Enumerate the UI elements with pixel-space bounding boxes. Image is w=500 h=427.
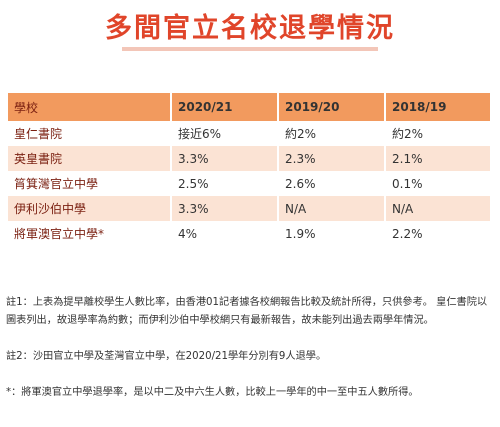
footnote-1: 註1：上表為提早離校學生人數比率，由香港01記者據各校網報告比較及統計所得，只供… [6,297,488,326]
table-row: 英皇書院 3.3% 2.3% 2.1% [8,146,492,171]
school-name: 英皇書院 [8,146,172,171]
table-row: 筲箕灣官立中學 2.5% 2.6% 0.1% [8,171,492,196]
rate-2018-19: N/A [385,196,492,221]
rate-2019-20: 2.6% [278,171,386,196]
rate-2018-19: 約2% [385,121,492,146]
table-row: 皇仁書院 接近6% 約2% 約2% [8,121,492,146]
header-2020-21: 2020/21 [171,93,279,121]
table-row: 伊利沙伯中學 3.3% N/A N/A [8,196,492,221]
footnote-2: 註2：沙田官立中學及荃灣官立中學，在2020/21學年分別有9人退學。 [6,351,327,362]
rate-2018-19: 2.2% [385,221,492,246]
header-school: 學校 [8,93,172,121]
rate-2019-20: 2.3% [278,146,386,171]
school-name: 將軍澳官立中學* [8,221,172,246]
footnote-asterisk: *：將軍澳官立中學退學率，是以中二及中六生人數，比較上一學年的中一至中五人數所得… [6,387,419,398]
rate-2020-21: 3.3% [171,146,279,171]
rate-2018-19: 2.1% [385,146,492,171]
school-name: 皇仁書院 [8,121,172,146]
table-header-row: 學校 2020/21 2019/20 2018/19 [8,93,492,121]
rate-2019-20: 1.9% [278,221,386,246]
rate-2020-21: 3.3% [171,196,279,221]
page-title: 多間官立名校退學情況 [105,13,395,44]
footnotes: 註1：上表為提早離校學生人數比率，由香港01記者據各校網報告比較及統計所得，只供… [6,294,492,402]
rate-2020-21: 接近6% [171,121,279,146]
rate-2020-21: 4% [171,221,279,246]
rate-2018-19: 0.1% [385,171,492,196]
title-underline [122,47,378,51]
rate-2020-21: 2.5% [171,171,279,196]
dropout-rate-table: 學校 2020/21 2019/20 2018/19 皇仁書院 接近6% 約2%… [8,93,492,246]
table-row: 將軍澳官立中學* 4% 1.9% 2.2% [8,221,492,246]
school-name: 伊利沙伯中學 [8,196,172,221]
rate-2019-20: N/A [278,196,386,221]
header-2018-19: 2018/19 [385,93,492,121]
header-2019-20: 2019/20 [278,93,386,121]
rate-2019-20: 約2% [278,121,386,146]
school-name: 筲箕灣官立中學 [8,171,172,196]
